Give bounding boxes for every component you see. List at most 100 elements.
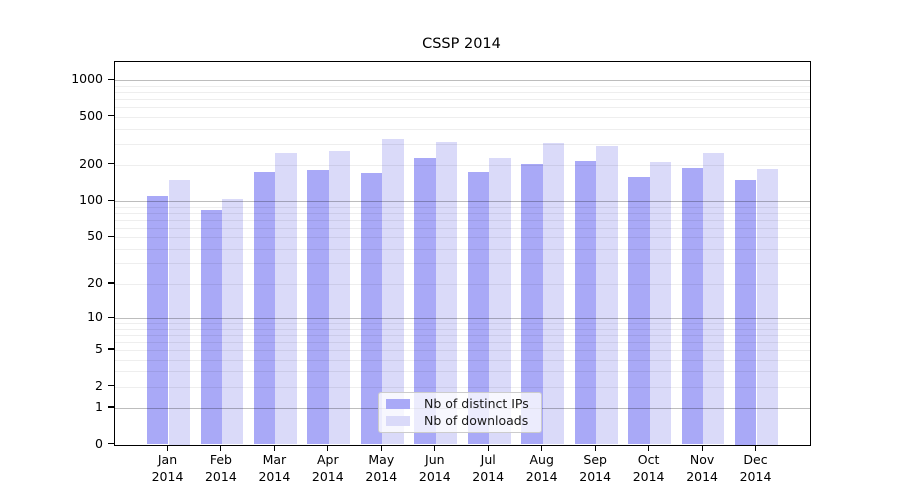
bar-nb-of-distinct-ips-sep-2014 [574,161,597,445]
bar-nb-of-downloads-oct-2014 [649,162,671,445]
y-tick-label-5: 5 [95,340,103,356]
x-tick-label-aug-2014: Aug 2014 [525,451,558,484]
y-tick-mark-1 [108,406,114,408]
x-tick-mark-jan-2014 [166,444,169,451]
gridline-major-10 [115,318,810,320]
gridline-minor-300 [115,143,810,145]
legend-swatch-distinct-ips [386,399,410,409]
y-tick-label-50: 50 [87,227,103,243]
bar-nb-of-downloads-feb-2014 [221,198,244,445]
gridline-minor-4 [115,359,810,361]
gridline-minor-70 [115,219,810,221]
gridline-minor-200 [115,164,810,166]
gridline-minor-600 [115,107,810,109]
gridline-minor-9 [115,323,810,325]
bar-nb-of-downloads-jun-2014 [435,141,458,445]
x-tick-mark-feb-2014 [220,444,222,451]
x-tick-label-oct-2014: Oct 2014 [632,451,665,484]
x-tick-label-jan-2014: Jan 2014 [151,451,184,484]
gridline-minor-80 [115,212,810,214]
y-tick-mark-20 [108,282,114,284]
x-tick-label-jul-2014: Jul 2014 [472,451,505,484]
bar-nb-of-downloads-nov-2014 [703,153,725,445]
y-tick-mark-200 [108,163,114,165]
bar-nb-of-downloads-mar-2014 [275,153,297,445]
gridline-minor-8 [115,328,810,330]
bar-nb-of-distinct-ips-jul-2014 [467,171,490,445]
gridline-minor-900 [115,85,810,87]
x-tick-label-feb-2014: Feb 2014 [204,451,237,484]
gridline-minor-5 [115,350,810,351]
y-tick-label-1: 1 [95,398,103,414]
plot-area [114,61,811,446]
y-tick-mark-2 [108,385,114,387]
x-tick-label-apr-2014: Apr 2014 [311,451,344,484]
gridline-minor-50 [115,237,810,239]
x-tick-mark-dec-2014 [754,444,757,451]
y-tick-mark-50 [108,235,114,237]
y-tick-label-200: 200 [79,155,103,171]
x-tick-mark-sep-2014 [594,444,596,451]
y-tick-label-1000: 1000 [71,70,103,86]
x-tick-label-sep-2014: Sep 2014 [579,451,612,484]
y-tick-mark-5 [108,348,114,350]
gridline-minor-6 [115,341,810,343]
legend-item-downloads: Nb of downloads [386,414,534,428]
x-tick-mark-mar-2014 [273,444,275,451]
bar-nb-of-distinct-ips-jun-2014 [414,157,436,445]
bar-nb-of-distinct-ips-dec-2014 [735,180,757,445]
y-tick-mark-10 [108,316,114,318]
legend-label-downloads: Nb of downloads [424,412,529,428]
gridline-minor-60 [115,227,810,229]
gridline-major-1000 [115,80,810,82]
bar-nb-of-downloads-aug-2014 [542,142,565,445]
y-tick-label-0: 0 [95,435,103,451]
bar-nb-of-distinct-ips-jan-2014 [147,196,169,445]
y-tick-mark-0 [108,442,114,445]
gridline-minor-3 [115,371,810,373]
x-tick-label-jun-2014: Jun 2014 [418,451,451,484]
bar-nb-of-distinct-ips-oct-2014 [628,176,650,445]
x-tick-label-nov-2014: Nov 2014 [686,451,718,484]
grid-layer [115,62,810,445]
chart-title: CSSP 2014 [422,36,501,52]
bar-nb-of-distinct-ips-may-2014 [360,173,383,445]
legend-label-distinct-ips: Nb of distinct IPs [424,395,529,411]
gridline-minor-7 [115,334,810,336]
x-tick-mark-jun-2014 [434,444,436,451]
legend-swatch-downloads [386,416,410,426]
gridline-minor-20 [115,284,810,285]
x-tick-mark-nov-2014 [701,444,703,451]
x-tick-mark-may-2014 [380,444,382,451]
y-tick-label-500: 500 [79,107,103,123]
gridline-minor-400 [115,128,810,130]
bar-nb-of-downloads-jan-2014 [168,180,190,445]
x-tick-mark-jul-2014 [487,444,489,451]
bars-layer [115,62,810,445]
gridline-minor-700 [115,99,810,100]
x-tick-label-dec-2014: Dec 2014 [739,451,772,484]
gridline-minor-800 [115,92,810,93]
x-tick-label-may-2014: May 2014 [365,451,398,484]
x-tick-mark-apr-2014 [327,444,329,451]
bar-nb-of-distinct-ips-mar-2014 [254,171,276,445]
gridline-major-100 [115,201,810,203]
gridline-minor-40 [115,248,810,250]
bar-nb-of-distinct-ips-apr-2014 [307,170,329,445]
y-tick-mark-500 [108,115,114,117]
bar-nb-of-distinct-ips-aug-2014 [521,163,543,445]
bar-nb-of-downloads-jul-2014 [489,157,511,445]
gridline-minor-2 [115,386,810,388]
legend-item-distinct-ips: Nb of distinct IPs [386,397,534,411]
gridline-minor-500 [115,116,810,118]
y-tick-mark-1000 [108,78,114,80]
bar-nb-of-distinct-ips-nov-2014 [681,167,704,445]
gridline-minor-90 [115,206,810,208]
bar-nb-of-downloads-sep-2014 [596,146,618,445]
x-tick-mark-oct-2014 [648,444,650,451]
bar-nb-of-distinct-ips-feb-2014 [200,209,222,445]
x-tick-label-mar-2014: Mar 2014 [258,451,291,484]
bar-nb-of-downloads-apr-2014 [328,151,351,445]
x-tick-mark-aug-2014 [541,444,543,451]
